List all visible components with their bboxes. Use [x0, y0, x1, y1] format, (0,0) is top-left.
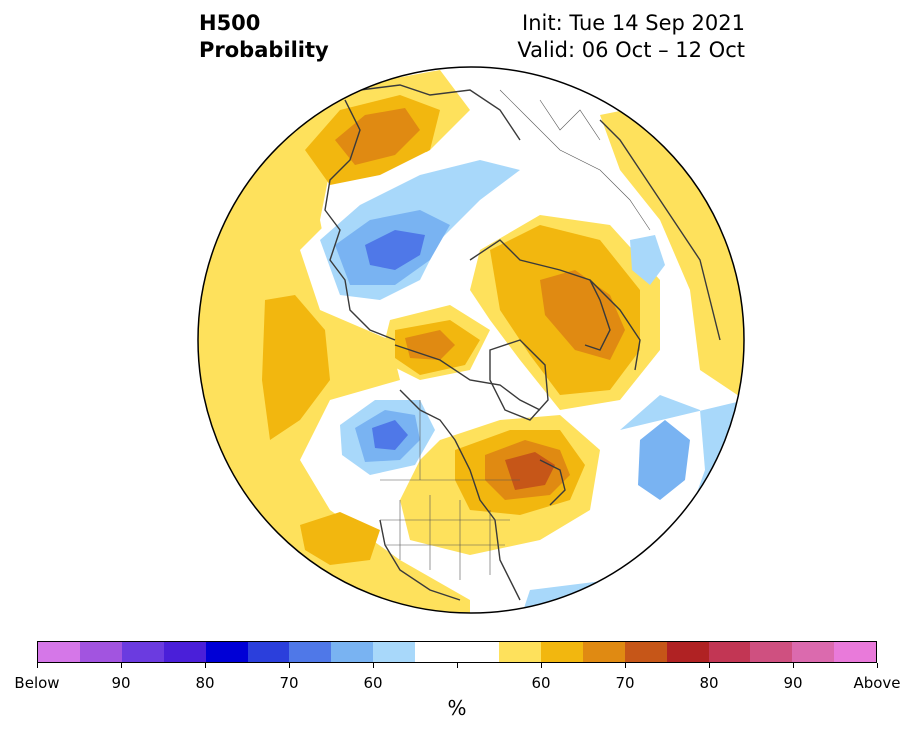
colorbar-tick	[876, 663, 878, 668]
colorbar-swatch	[163, 642, 206, 662]
colorbar-swatch	[666, 642, 709, 662]
below-40-scandinavia	[630, 235, 665, 285]
colorbar-tick-label: 60	[531, 674, 551, 692]
above-60-north	[540, 270, 625, 360]
colorbar-swatch	[79, 642, 122, 662]
map-title: H500 Probability	[199, 10, 329, 64]
colorbar-swatch	[121, 642, 164, 662]
colorbar-tick-label: 70	[279, 674, 299, 692]
colorbar-tick	[792, 663, 794, 668]
colorbar-tick	[708, 663, 710, 668]
probability-field	[198, 67, 744, 613]
colorbar-tick-label: 90	[111, 674, 131, 692]
colorbar-tick-label: 70	[615, 674, 635, 692]
colorbar-unit: %	[447, 696, 467, 720]
colorbar-swatch	[582, 642, 625, 662]
colorbar-tick	[204, 663, 206, 668]
colorbar-swatch	[792, 642, 835, 662]
colorbar-swatch	[834, 642, 877, 662]
colorbar-tick-label: 60	[363, 674, 383, 692]
colorbar-swatch	[540, 642, 583, 662]
colorbar-tick-label: 80	[195, 674, 215, 692]
colorbar-tick	[372, 663, 374, 668]
colorbar-tick	[624, 663, 626, 668]
title-variable: H500	[199, 11, 261, 35]
colorbar-swatch	[708, 642, 751, 662]
title-type: Probability	[199, 38, 329, 62]
above-60-west-top	[335, 108, 420, 165]
init-date: Init: Tue 14 Sep 2021	[522, 11, 745, 35]
colorbar-tick-label: 80	[699, 674, 719, 692]
colorbar-tick	[288, 663, 290, 668]
colorbar-swatch	[247, 642, 290, 662]
borders	[380, 89, 651, 580]
colorbar-swatch	[38, 642, 80, 662]
polar-map	[197, 66, 745, 614]
colorbar-tick-label: Below	[14, 674, 60, 692]
below-50-atlantic	[638, 420, 690, 500]
colorbar-tick-label: Above	[853, 674, 901, 692]
above-50-southwest	[300, 512, 380, 565]
below-60-siberia	[365, 230, 425, 270]
colorbar-tick	[540, 663, 542, 668]
above-region-outer-west	[198, 70, 470, 613]
colorbar-swatch	[373, 642, 416, 662]
colorbar-tick-label: 90	[783, 674, 803, 692]
coastlines	[324, 84, 721, 601]
colorbar-swatch	[498, 642, 541, 662]
colorbar-swatch	[205, 642, 248, 662]
colorbar-tick	[456, 663, 458, 668]
below-60-alaska	[372, 420, 408, 450]
globe-outline	[197, 66, 745, 614]
colorbar-swatch	[750, 642, 793, 662]
colorbar-tick	[36, 663, 38, 668]
colorbar-swatch	[331, 642, 374, 662]
colorbar-swatch	[624, 642, 667, 662]
probability-colorbar	[37, 641, 877, 663]
colorbar-swatch	[457, 642, 499, 662]
above-50-west-side	[262, 295, 330, 440]
valid-date: Valid: 06 Oct – 12 Oct	[517, 38, 745, 62]
map-dates: Init: Tue 14 Sep 2021 Valid: 06 Oct – 12…	[517, 10, 745, 64]
colorbar-swatch	[289, 642, 332, 662]
colorbar-tick	[120, 663, 122, 668]
colorbar-swatch	[415, 642, 458, 662]
